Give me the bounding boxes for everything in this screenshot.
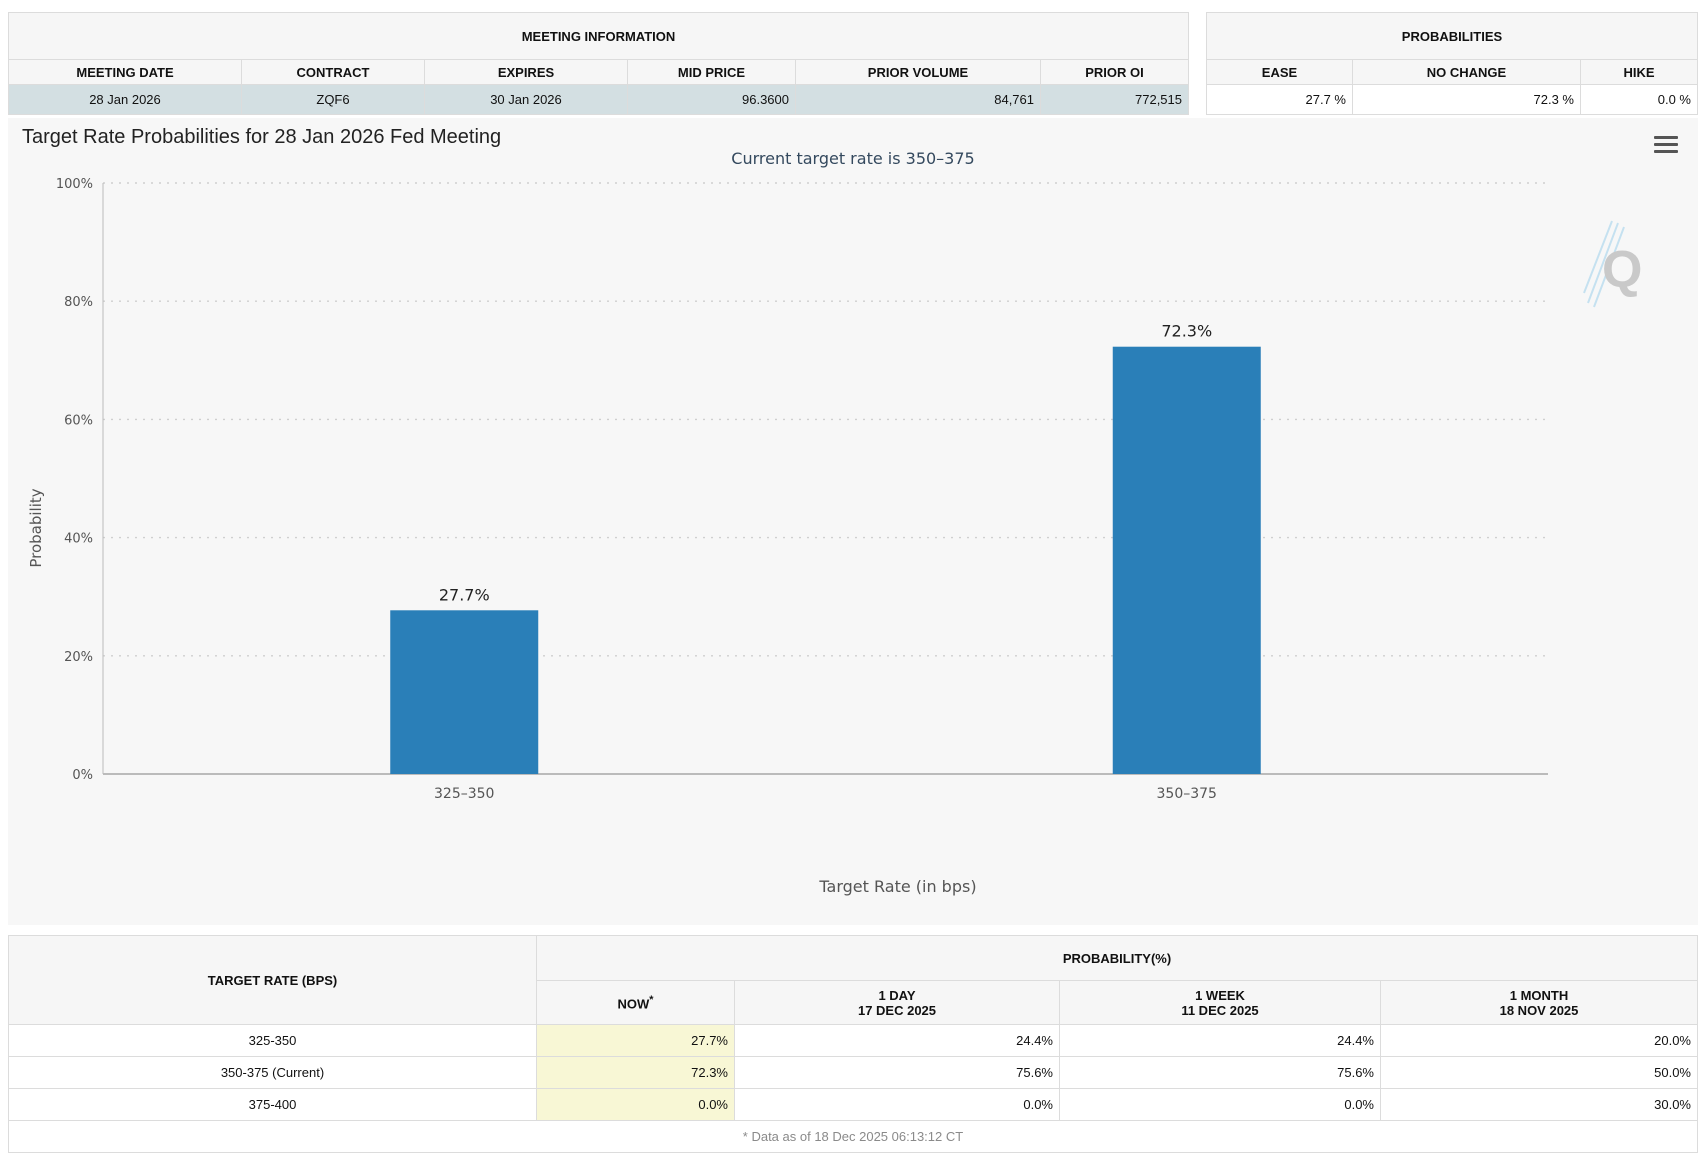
- one-day-cell: 75.6%: [734, 1056, 1060, 1089]
- target-rate-header: TARGET RATE (BPS): [8, 935, 537, 1025]
- chart-title: Target Rate Probabilities for 28 Jan 202…: [22, 126, 502, 148]
- target-rate-cell: 375-400: [8, 1088, 537, 1121]
- x-axis-title: Target Rate (in bps): [818, 877, 976, 896]
- col-prior-oi: PRIOR OI: [1040, 59, 1189, 85]
- y-axis-title: Probability: [27, 488, 45, 567]
- col-mid-price: MID PRICE: [627, 59, 796, 85]
- col-hike: HIKE: [1580, 59, 1698, 85]
- col-prior-volume: PRIOR VOLUME: [795, 59, 1041, 85]
- bar[interactable]: [390, 610, 539, 774]
- col-1-week: 1 WEEK 11 DEC 2025: [1059, 980, 1381, 1025]
- prior-oi-value: 772,515: [1040, 84, 1189, 115]
- y-tick-label: 100%: [56, 177, 93, 192]
- one-day-cell: 0.0%: [734, 1088, 1060, 1121]
- col-ease: EASE: [1206, 59, 1353, 85]
- y-tick-label: 20%: [64, 650, 93, 665]
- one-week-cell: 24.4%: [1059, 1024, 1381, 1057]
- y-tick-label: 40%: [64, 532, 93, 547]
- expires-value: 30 Jan 2026: [424, 84, 628, 115]
- table-row: 350-375 (Current) 72.3% 75.6% 75.6% 50.0…: [8, 1056, 1698, 1089]
- meeting-information-header: MEETING INFORMATION: [8, 12, 1189, 60]
- probability-history-table: TARGET RATE (BPS) PROBABILITY(%) NOW* 1 …: [8, 935, 1698, 1153]
- q-logo-icon: Q: [1583, 220, 1642, 308]
- target-rate-cell: 325-350: [8, 1024, 537, 1057]
- col-1-day: 1 DAY 17 DEC 2025: [734, 980, 1060, 1025]
- bar-chart: Current target rate is 350–375 0% 20% 40% 6…: [27, 149, 1548, 896]
- mid-price-value: 96.3600: [627, 84, 796, 115]
- col-expires: EXPIRES: [424, 59, 628, 85]
- one-month-cell: 50.0%: [1380, 1056, 1698, 1089]
- data-label: 27.7%: [439, 585, 490, 604]
- contract-value: ZQF6: [241, 84, 425, 115]
- y-tick-label: 0%: [72, 768, 93, 783]
- x-tick-label: 325–350: [434, 786, 494, 802]
- now-cell: 0.0%: [536, 1088, 735, 1121]
- probability-header: PROBABILITY(%): [536, 935, 1698, 981]
- bar[interactable]: [1112, 346, 1261, 774]
- probabilities-header: PROBABILITIES: [1206, 12, 1698, 60]
- data-label: 72.3%: [1161, 322, 1212, 341]
- hamburger-menu-icon[interactable]: [1654, 136, 1678, 154]
- col-now: NOW*: [536, 980, 735, 1025]
- table-row: 325-350 27.7% 24.4% 24.4% 20.0%: [8, 1024, 1698, 1057]
- one-month-cell: 20.0%: [1380, 1024, 1698, 1057]
- x-tick-label: 350–375: [1157, 786, 1217, 802]
- now-cell: 72.3%: [536, 1056, 735, 1089]
- now-cell: 27.7%: [536, 1024, 735, 1057]
- one-month-cell: 30.0%: [1380, 1088, 1698, 1121]
- svg-text:Q: Q: [1602, 241, 1642, 299]
- meeting-row: 28 Jan 2026 ZQF6 30 Jan 2026 96.3600 84,…: [8, 84, 1189, 115]
- meeting-date-value: 28 Jan 2026: [8, 84, 242, 115]
- ease-value: 27.7 %: [1206, 84, 1353, 115]
- one-week-cell: 75.6%: [1059, 1056, 1381, 1089]
- meeting-information-table: MEETING INFORMATION MEETING DATE CONTRAC…: [8, 12, 1189, 115]
- data-timestamp-footnote: * Data as of 18 Dec 2025 06:13:12 CT: [8, 1120, 1698, 1153]
- y-tick-label: 60%: [64, 413, 93, 428]
- no-change-value: 72.3 %: [1352, 84, 1581, 115]
- chart-panel: Target Rate Probabilities for 28 Jan 202…: [8, 118, 1698, 925]
- col-contract: CONTRACT: [241, 59, 425, 85]
- chart-subtitle: Current target rate is 350–375: [731, 149, 974, 168]
- probabilities-row: 27.7 % 72.3 % 0.0 %: [1206, 84, 1698, 115]
- col-no-change: NO CHANGE: [1352, 59, 1581, 85]
- prior-volume-value: 84,761: [795, 84, 1041, 115]
- hike-value: 0.0 %: [1580, 84, 1698, 115]
- y-tick-label: 80%: [64, 295, 93, 310]
- table-row: 375-400 0.0% 0.0% 0.0% 30.0%: [8, 1088, 1698, 1121]
- probabilities-table: PROBABILITIES EASE NO CHANGE HIKE 27.7 %…: [1206, 12, 1698, 115]
- col-meeting-date: MEETING DATE: [8, 59, 242, 85]
- col-1-month: 1 MONTH 18 NOV 2025: [1380, 980, 1698, 1025]
- target-rate-cell: 350-375 (Current): [8, 1056, 537, 1089]
- one-day-cell: 24.4%: [734, 1024, 1060, 1057]
- one-week-cell: 0.0%: [1059, 1088, 1381, 1121]
